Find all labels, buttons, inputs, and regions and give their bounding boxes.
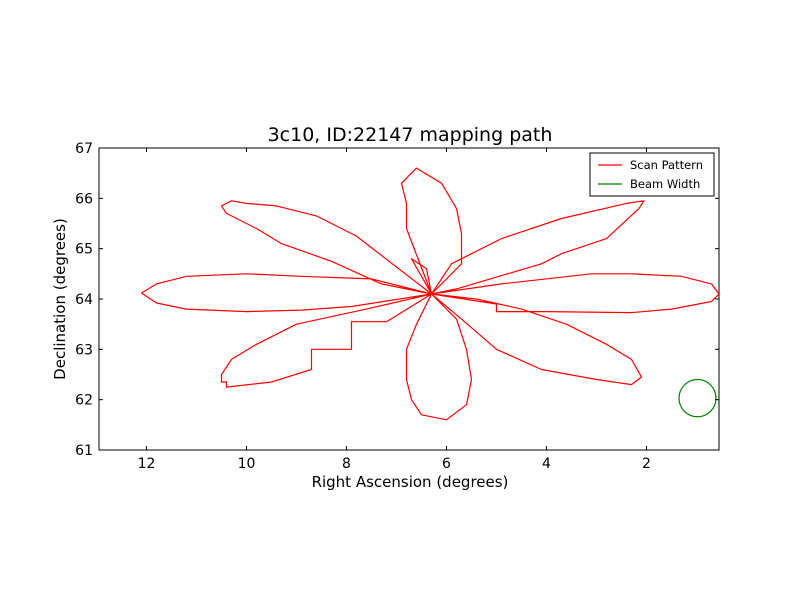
scan-pattern-line [140,167,719,421]
legend: Scan Pattern Beam Width [589,152,715,197]
y-tick-label: 62 [75,393,93,409]
legend-label-beam-width: Beam Width [630,177,700,191]
data-layer [140,167,719,421]
x-tick-label: 10 [238,456,256,472]
chart-title: 3c10, ID:22147 mapping path [268,124,553,146]
x-tick-label: 2 [642,456,651,472]
x-tick-label: 6 [442,456,451,472]
y-axis-label: Declination (degrees) [51,218,69,380]
legend-box [589,152,715,197]
y-tick-label: 67 [75,141,93,157]
y-tick-label: 65 [75,242,93,258]
x-tick-label: 4 [542,456,551,472]
x-tick-label: 8 [342,456,351,472]
beam-width-circle [678,378,717,418]
y-tick-label: 64 [75,292,93,308]
x-tick-label: 12 [138,456,156,472]
y-tick-label: 63 [75,342,93,358]
y-tick-label: 61 [75,443,93,459]
y-tick-label: 66 [75,191,93,207]
x-axis-label: Right Ascension (degrees) [312,473,509,491]
legend-label-scan-pattern: Scan Pattern [630,158,703,172]
